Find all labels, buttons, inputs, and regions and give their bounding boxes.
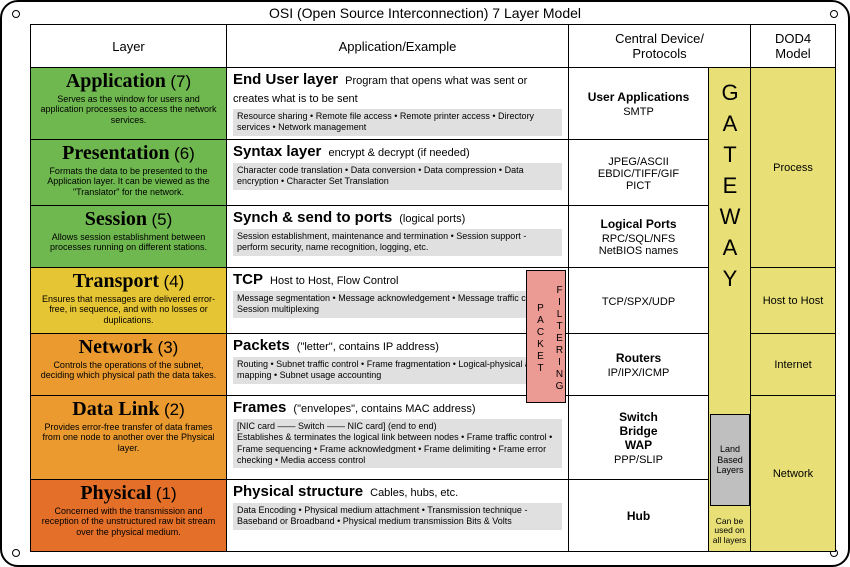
app-detail: Character code translation • Data conver… (233, 163, 562, 190)
dod-internet: Internet (750, 334, 836, 396)
application-cell: Frames ("envelopes", contains MAC addres… (226, 396, 568, 480)
device-name: Switch Bridge WAP (571, 410, 706, 452)
header-device: Central Device/ Protocols (568, 24, 750, 68)
layer-number: (1) (156, 484, 177, 503)
header-layer: Layer (30, 24, 226, 68)
osi-card: OSI (Open Source Interconnection) 7 Laye… (0, 0, 850, 567)
device-protocols: JPEG/ASCII EBDIC/TIFF/GIF PICT (571, 156, 706, 192)
layer-cell: Presentation (6) Formats the data to be p… (30, 140, 226, 206)
page-title: OSI (Open Source Interconnection) 7 Laye… (2, 2, 848, 23)
dod-network: Network (750, 396, 836, 552)
layer-number: (6) (174, 144, 195, 163)
app-title: Syntax layer (233, 143, 321, 160)
dod-host-to-host: Host to Host (750, 268, 836, 334)
layer-name: Application (66, 70, 166, 92)
app-subtitle: ("letter", contains IP address) (294, 341, 439, 353)
application-cell: End User layer Program that opens what w… (226, 68, 568, 140)
app-detail: Resource sharing • Remote file access • … (233, 109, 562, 136)
device-name: Logical Ports (571, 217, 706, 231)
app-subtitle: Cables, hubs, etc. (367, 487, 458, 499)
layer-number: (7) (170, 72, 191, 91)
header-app: Application/Example (226, 24, 568, 68)
layer-desc: Allows session establishment between pro… (37, 232, 220, 253)
device-cell: Routers IP/IPX/ICMP (568, 334, 708, 396)
layer-cell: Network (3) Controls the operations of th… (30, 334, 226, 396)
device-cell: TCP/SPX/UDP (568, 268, 708, 334)
application-cell: TCP Host to Host, Flow Control Message se… (226, 268, 568, 334)
header-dod: DOD4 Model (750, 24, 836, 68)
layer-desc: Controls the operations of the subnet, d… (37, 360, 220, 381)
packet-filtering-badge: PACKETFILTERING (526, 270, 566, 403)
layer-cell: Application (7) Serves as the window for … (30, 68, 226, 140)
device-protocols: TCP/SPX/UDP (571, 296, 706, 308)
layer-desc: Formats the data to be presented to the … (37, 166, 220, 197)
land-based-badge: Land Based Layers (710, 414, 750, 506)
app-subtitle: Host to Host, Flow Control (267, 275, 398, 287)
layer-cell: Data Link (2) Provides error-free transfe… (30, 396, 226, 480)
app-detail: [NIC card —— Switch —— NIC card] (end to… (233, 419, 562, 468)
layer-name: Transport (73, 270, 159, 292)
pf-word1: PACKET (527, 271, 546, 402)
layer-number: (2) (164, 400, 185, 419)
application-cell: Syntax layer encrypt & decrypt (if neede… (226, 140, 568, 206)
device-protocols: SMTP (571, 106, 706, 118)
app-subtitle: (logical ports) (396, 213, 465, 225)
app-detail: Message segmentation • Message acknowled… (233, 291, 562, 318)
layer-cell: Session (5) Allows session establishment … (30, 206, 226, 268)
app-subtitle: encrypt & decrypt (if needed) (325, 147, 469, 159)
app-detail: Data Encoding • Physical medium attachme… (233, 503, 562, 530)
layer-name: Data Link (72, 398, 159, 420)
app-title: Frames (233, 399, 286, 416)
app-title: End User layer (233, 71, 338, 88)
dod-process: Process (750, 68, 836, 268)
device-protocols: RPC/SQL/NFS NetBIOS names (571, 233, 706, 257)
device-cell: Logical Ports RPC/SQL/NFS NetBIOS names (568, 206, 708, 268)
app-title: Physical structure (233, 483, 363, 500)
device-protocols: IP/IPX/ICMP (571, 367, 706, 379)
layer-name: Network (79, 336, 153, 358)
hole-icon (12, 10, 20, 18)
pf-word2: FILTERING (546, 271, 565, 402)
device-name: Routers (571, 351, 706, 365)
layer-name: Presentation (62, 142, 169, 164)
app-subtitle: ("envelopes", contains MAC address) (290, 403, 475, 415)
layer-cell: Transport (4) Ensures that messages are d… (30, 268, 226, 334)
device-protocols: PPP/SLIP (571, 454, 706, 466)
gateway-label: GATEWAY (717, 80, 743, 297)
app-title: Packets (233, 337, 290, 354)
gateway-note: Can be used on all layers (711, 517, 748, 545)
hole-icon (12, 549, 20, 557)
app-detail: Routing • Subnet traffic control • Frame… (233, 357, 562, 384)
app-detail: Session establishment, maintenance and t… (233, 229, 562, 256)
app-title: TCP (233, 271, 263, 288)
device-cell: Hub (568, 480, 708, 552)
layer-name: Session (85, 208, 147, 230)
layer-desc: Serves as the window for users and appli… (37, 94, 220, 125)
layer-desc: Provides error-free transfer of data fra… (37, 422, 220, 453)
device-name: User Applications (571, 90, 706, 104)
application-cell: Synch & send to ports (logical ports) Ses… (226, 206, 568, 268)
app-title: Synch & send to ports (233, 209, 392, 226)
device-cell: JPEG/ASCII EBDIC/TIFF/GIF PICT (568, 140, 708, 206)
device-cell: Switch Bridge WAPPPP/SLIPLand Based Laye… (568, 396, 708, 480)
device-cell: User Applications SMTP (568, 68, 708, 140)
osi-grid: Layer Application/Example Central Device… (30, 24, 836, 552)
layer-name: Physical (80, 482, 151, 504)
layer-cell: Physical (1) Concerned with the transmiss… (30, 480, 226, 552)
layer-number: (5) (151, 210, 172, 229)
application-cell: Packets ("letter", contains IP address) R… (226, 334, 568, 396)
layer-number: (4) (163, 272, 184, 291)
application-cell: Physical structure Cables, hubs, etc. Dat… (226, 480, 568, 552)
layer-desc: Ensures that messages are delivered erro… (37, 294, 220, 325)
layer-number: (3) (158, 338, 179, 357)
layer-desc: Concerned with the transmission and rece… (37, 506, 220, 537)
hole-icon (830, 10, 838, 18)
device-name: Hub (571, 509, 706, 523)
